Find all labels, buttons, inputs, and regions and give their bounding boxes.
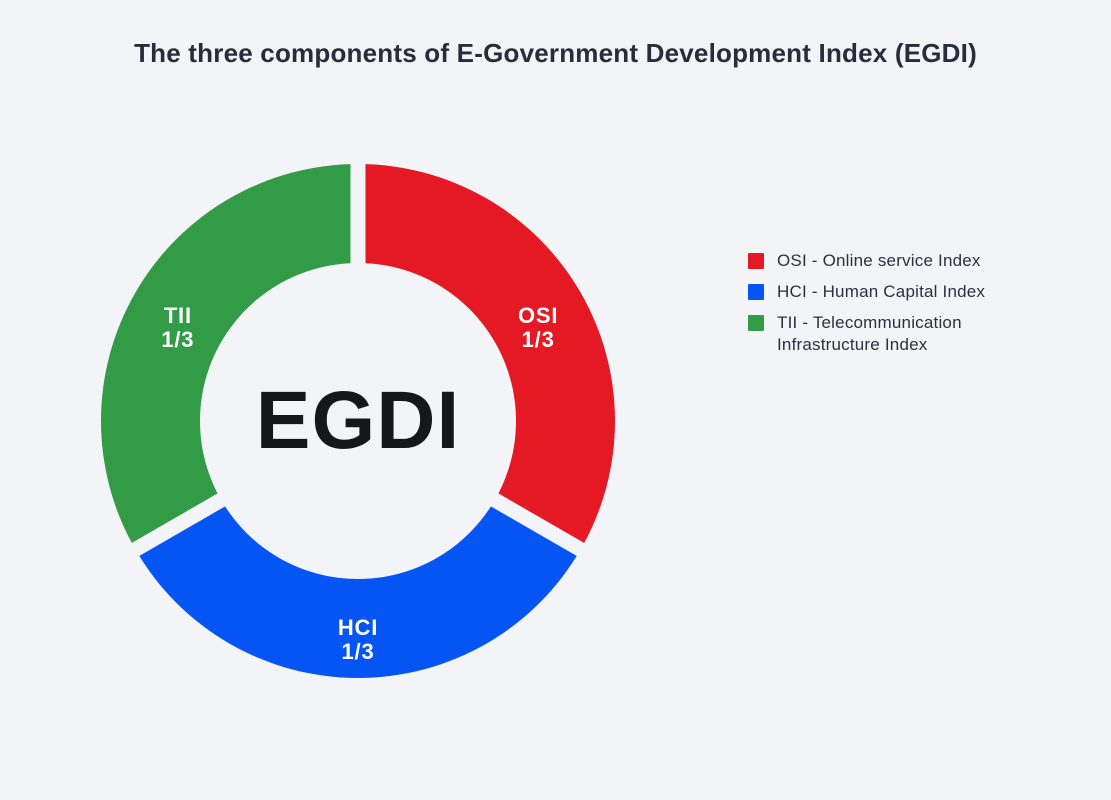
chart-title: The three components of E-Government Dev… <box>134 38 977 68</box>
donut-segment-hci <box>135 500 581 678</box>
legend-item-hci: HCI - Human Capital Index <box>748 281 1016 303</box>
legend-swatch-osi <box>748 253 764 269</box>
segment-label-osi: OSI 1/3 <box>518 303 558 352</box>
legend: OSI - Online service Index HCI - Human Ca… <box>748 250 1016 365</box>
segment-gap <box>128 414 362 558</box>
segment-gap <box>354 414 588 558</box>
legend-swatch-tii <box>748 315 764 331</box>
legend-label-osi: OSI - Online service Index <box>777 251 981 270</box>
legend-item-osi: OSI - Online service Index <box>748 250 1016 272</box>
legend-swatch-hci <box>748 284 764 300</box>
donut-segment-tii <box>100 164 358 550</box>
legend-label-hci: HCI - Human Capital Index <box>777 282 986 301</box>
legend-item-tii: TII - Telecommunication Infrastructure I… <box>748 312 1016 356</box>
legend-label-tii: TII - Telecommunication Infrastructure I… <box>777 313 962 354</box>
donut-segment-osi <box>358 164 615 550</box>
center-label: EGDI <box>256 375 460 466</box>
segment-label-hci: HCI 1/3 <box>338 615 378 664</box>
segment-label-tii: TII 1/3 <box>161 303 194 352</box>
